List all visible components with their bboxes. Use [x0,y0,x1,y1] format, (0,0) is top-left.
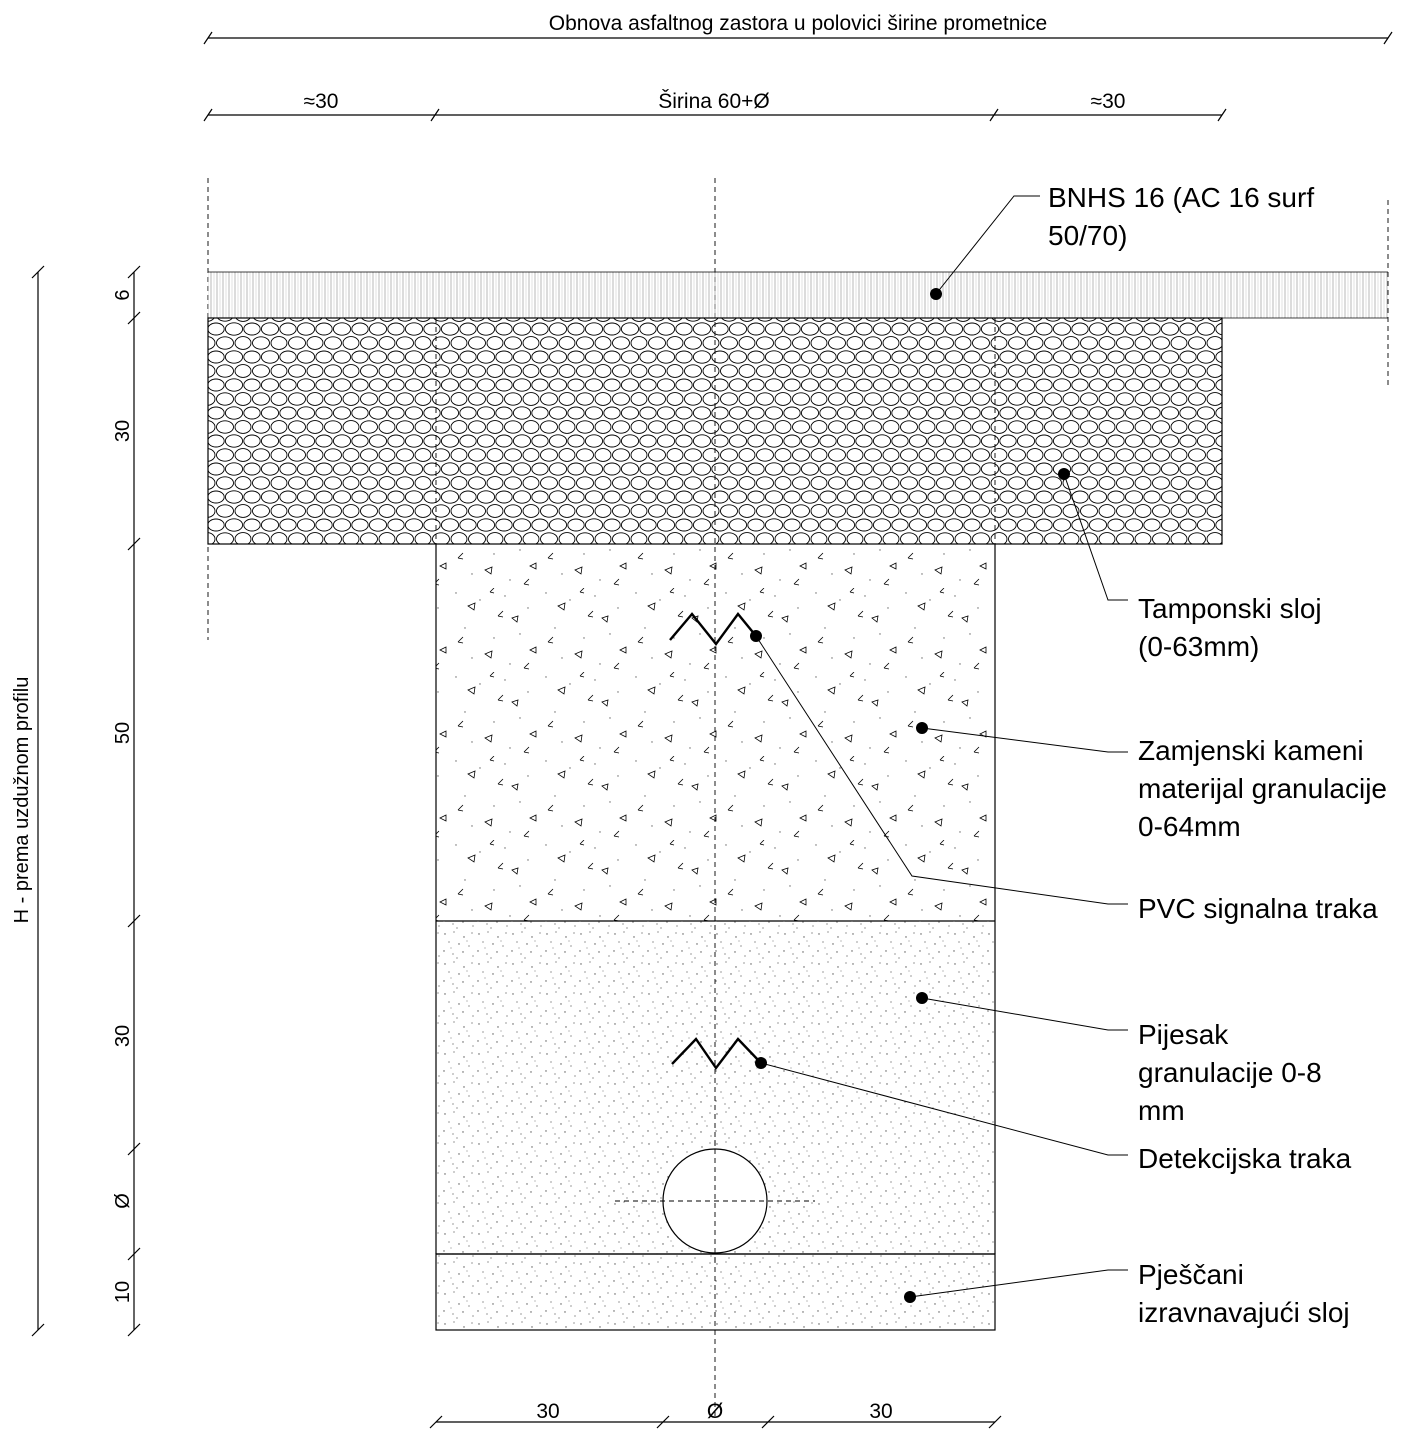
label-replacement-line1: Zamjenski kameni [1138,735,1364,766]
label-replacement-line2: materijal granulacije [1138,773,1387,804]
bottom-dim-right: 30 [869,1400,892,1423]
replacement-stone-layer [435,544,996,922]
height-axis-label: H - prema uzdužnom profilu [11,677,33,924]
dim-left-label: ≈30 [304,90,339,113]
label-asphalt-line1: BNHS 16 (AC 16 surf [1048,182,1314,213]
callout-bedding: Pješčani izravnavajući sloj [904,1259,1350,1328]
thickness-tampon: 30 [112,420,134,442]
bottom-width-dimension: 30 Ø 30 [429,1400,1002,1429]
callout-sand: Pijesak granulacije 0-8 mm [916,992,1322,1126]
height-dimension: H - prema uzdužnom profilu [11,265,45,1337]
callout-replacement: Zamjenski kameni materijal granulacije 0… [916,722,1387,842]
callout-asphalt: BNHS 16 (AC 16 surf 50/70) [930,182,1314,300]
label-detection-tape: Detekcijska traka [1138,1143,1352,1174]
label-tampon-line2: (0-63mm) [1138,631,1259,662]
callout-detection-tape: Detekcijska traka [755,1057,1352,1174]
dim-middle-label: Širina 60+Ø [658,90,769,113]
label-replacement-line3: 0-64mm [1138,811,1241,842]
label-sand-line2: granulacije 0-8 [1138,1057,1322,1088]
thickness-asphalt: 6 [112,289,134,300]
thickness-pipe: Ø [112,1193,134,1209]
detection-tape-symbol [671,1037,761,1071]
overall-width-dimension: Obnova asfaltnog zastora u polovici širi… [203,12,1393,45]
asphalt-layer [208,271,1388,319]
trench-width-dimension: ≈30 Širina 60+Ø ≈30 [203,90,1227,122]
bedding-layer [435,1253,996,1331]
label-bedding-line1: Pješčani [1138,1259,1244,1290]
label-tampon-line1: Tamponski sloj [1138,593,1322,624]
pipe [615,1140,815,1262]
drawing-title: Obnova asfaltnog zastora u polovici širi… [549,12,1047,35]
dim-right-label: ≈30 [1091,90,1126,113]
thickness-sand: 30 [112,1025,134,1047]
callout-pvc-tape: PVC signalna traka [750,630,1378,924]
layer-thickness-dimension: 6 30 50 30 Ø 10 [112,265,141,1337]
bottom-dim-pipe: Ø [707,1400,723,1423]
bottom-dim-left: 30 [536,1400,559,1423]
label-sand-line3: mm [1138,1095,1185,1126]
callout-tampon: Tamponski sloj (0-63mm) [1058,468,1322,662]
tampon-layer [207,317,1223,545]
label-sand-line1: Pijesak [1138,1019,1229,1050]
label-pvc-tape: PVC signalna traka [1138,893,1378,924]
label-asphalt-line2: 50/70) [1048,220,1127,251]
label-bedding-line2: izravnavajući sloj [1138,1297,1350,1328]
thickness-bedding: 10 [112,1281,134,1303]
pvc-tape-symbol [669,612,757,646]
thickness-replacement: 50 [112,722,134,744]
